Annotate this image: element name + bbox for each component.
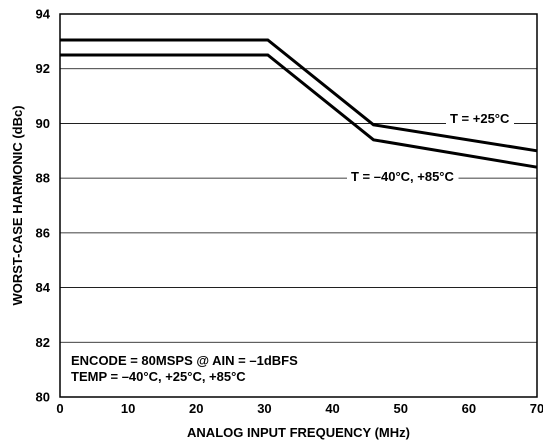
grid-lines — [60, 68, 537, 343]
y-tick-label: 80 — [36, 390, 50, 405]
series-label-40c-85c-text: T = –40°C, +85°C — [351, 169, 455, 184]
series-label-25c-text: T = +25°C — [450, 111, 510, 126]
series-layer — [60, 38, 538, 169]
y-tick-label: 90 — [36, 116, 50, 131]
annotation-temp: TEMP = –40°C, +25°C, +85°C — [71, 369, 246, 384]
y-axis-label: WORST-CASE HARMONIC (dBc) — [10, 105, 25, 305]
y-tick-label: 82 — [36, 335, 50, 350]
series-line-40c-85c — [60, 53, 538, 169]
x-tick-label: 70 — [530, 401, 543, 416]
series-line-25c — [60, 38, 538, 153]
x-tick-labels: 0 10 20 30 40 50 60 70 — [56, 401, 543, 416]
y-tick-label: 88 — [36, 171, 50, 186]
x-tick-label: 60 — [462, 401, 476, 416]
x-tick-label: 50 — [393, 401, 407, 416]
y-tick-labels: 80 82 84 86 88 90 92 94 — [36, 7, 51, 405]
plot-frame — [59, 13, 538, 398]
annotation-encode: ENCODE = 80MSPS @ AIN = –1dBFS — [71, 353, 298, 368]
y-tick-label: 92 — [36, 61, 50, 76]
x-axis-label: ANALOG INPUT FREQUENCY (MHz) — [187, 425, 410, 440]
series-label-25c: T = +25°C — [446, 110, 515, 127]
x-tick-label: 40 — [325, 401, 339, 416]
x-tick-label: 30 — [257, 401, 271, 416]
y-tick-label: 86 — [36, 225, 50, 240]
y-tick-label: 94 — [36, 7, 51, 22]
x-tick-label: 0 — [56, 401, 63, 416]
y-tick-label: 84 — [36, 280, 51, 295]
x-tick-label: 20 — [189, 401, 203, 416]
x-tick-label: 10 — [121, 401, 135, 416]
series-label-40c-85c: T = –40°C, +85°C — [347, 168, 459, 185]
